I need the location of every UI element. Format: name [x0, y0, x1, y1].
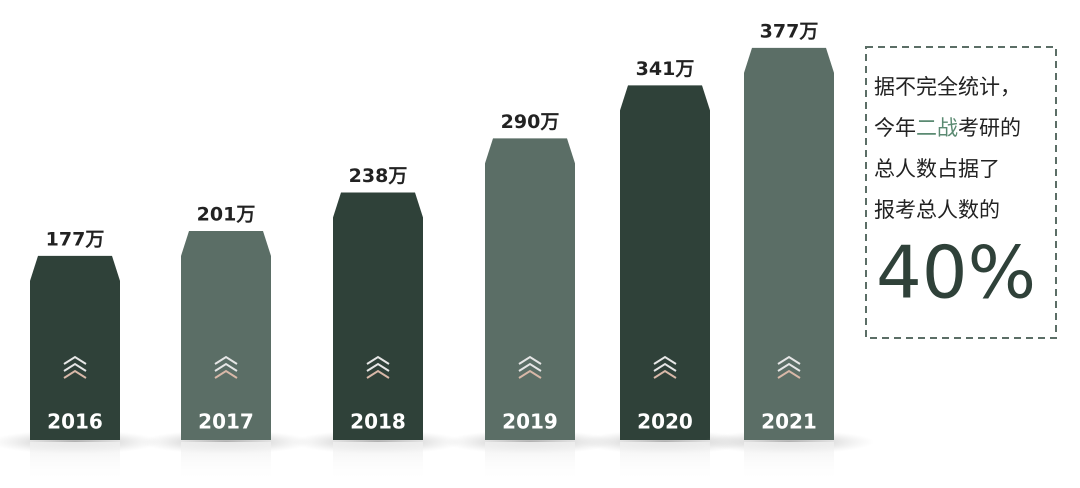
chevron — [63, 355, 87, 365]
value-label: 238万 — [349, 165, 408, 187]
value-label: 341万 — [636, 58, 695, 80]
chevron — [518, 369, 542, 379]
x-tick-label: 2021 — [761, 410, 817, 434]
chevron — [214, 362, 238, 372]
value-label: 177万 — [46, 228, 105, 250]
bar-reflection — [333, 442, 423, 482]
chevron-icon — [366, 355, 390, 379]
chevron — [518, 362, 542, 372]
chevron-icon — [63, 355, 87, 379]
bar-reflection — [181, 442, 271, 482]
note-text: 今年 — [874, 116, 916, 140]
x-tick-label: 2019 — [502, 410, 558, 434]
chevron-icon — [777, 355, 801, 379]
x-tick-label: 2017 — [198, 410, 254, 434]
bar — [485, 138, 575, 440]
chevron-icon — [653, 355, 677, 379]
note-text: 考研的 — [958, 116, 1021, 140]
note-line: 总人数占据了 — [874, 157, 1000, 181]
bar-reflection — [620, 442, 710, 482]
chevron — [777, 369, 801, 379]
bar — [30, 255, 120, 440]
chevron — [777, 362, 801, 372]
chevron — [653, 362, 677, 372]
bar — [333, 192, 423, 440]
note-text: 二战 — [916, 116, 958, 140]
bar-reflection — [30, 442, 120, 482]
note-line: 报考总人数的 — [874, 198, 1000, 222]
bar-reflection — [744, 442, 834, 482]
x-tick-label: 2020 — [637, 410, 693, 434]
note-line: 今年二战考研的 — [874, 116, 1021, 140]
note-line: 据不完全统计， — [874, 75, 1021, 99]
chevron-icon — [518, 355, 542, 379]
value-label: 290万 — [501, 111, 560, 133]
chevron — [63, 369, 87, 379]
note-text: 据不完全统计， — [874, 75, 1021, 99]
chevron — [366, 362, 390, 372]
bar — [744, 47, 834, 441]
value-label: 377万 — [760, 20, 819, 42]
chevron — [214, 369, 238, 379]
chevron — [214, 355, 238, 365]
chevron — [63, 362, 87, 372]
bar-reflection — [485, 442, 575, 482]
chevron — [366, 355, 390, 365]
chevron — [653, 369, 677, 379]
chevron — [777, 355, 801, 365]
note-text: 报考总人数的 — [874, 198, 1000, 222]
bar — [620, 85, 710, 441]
note-box — [865, 46, 1057, 339]
x-tick-label: 2018 — [350, 410, 406, 434]
chevron — [653, 355, 677, 365]
note-text: 总人数占据了 — [874, 157, 1000, 181]
value-label: 201万 — [197, 203, 256, 225]
chevron — [518, 355, 542, 365]
x-tick-label: 2016 — [47, 410, 103, 434]
chevron-icon — [214, 355, 238, 379]
bar — [181, 230, 271, 440]
chevron — [366, 369, 390, 379]
note-big: 40% — [876, 231, 1036, 315]
